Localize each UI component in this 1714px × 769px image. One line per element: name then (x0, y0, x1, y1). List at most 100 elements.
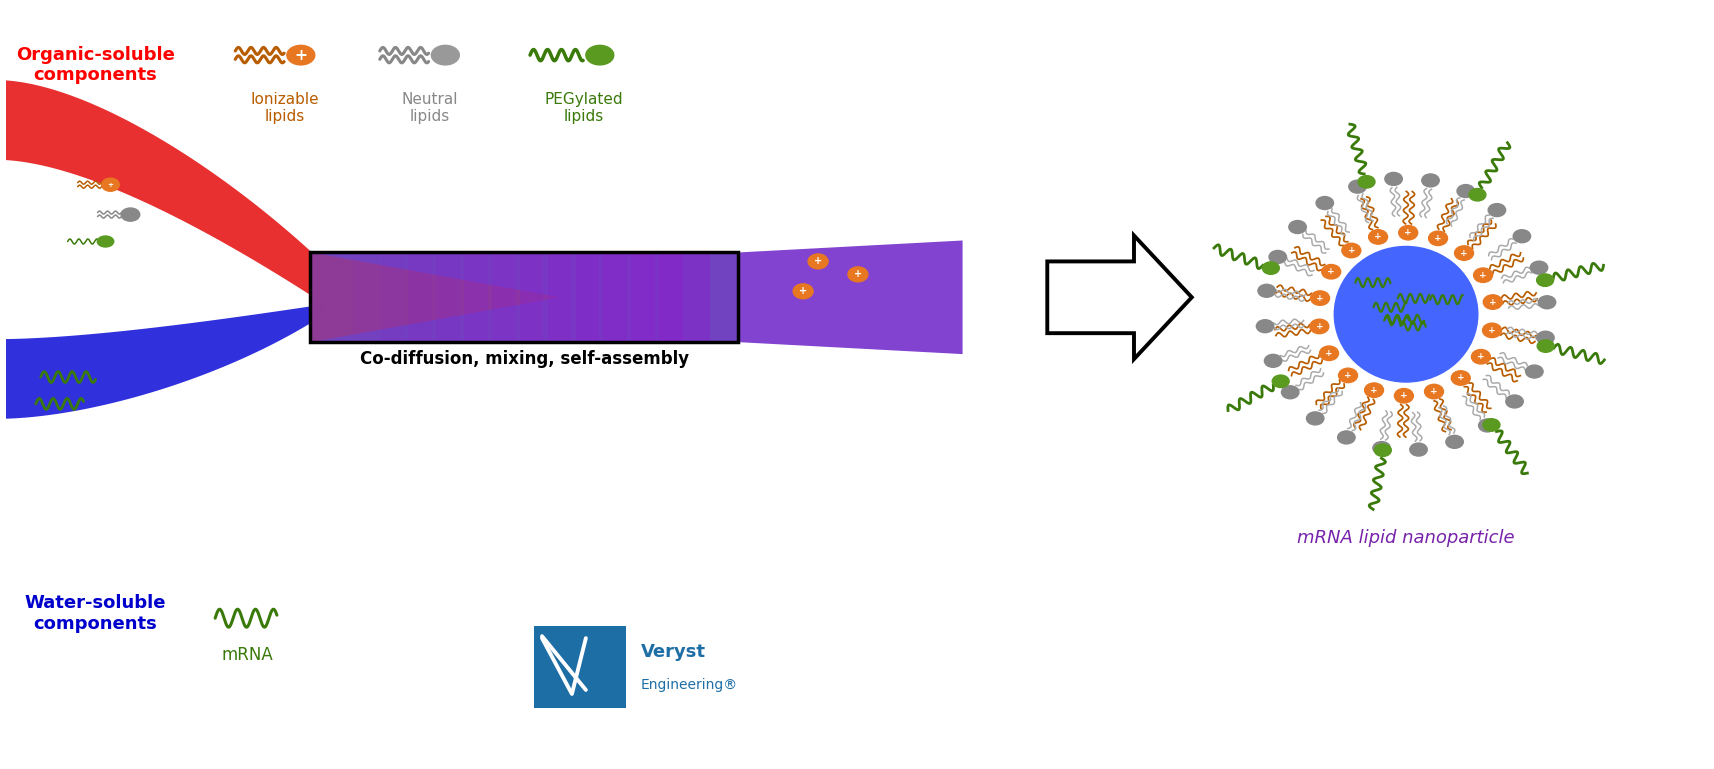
Text: +: + (1404, 228, 1412, 237)
Ellipse shape (1349, 180, 1366, 193)
Ellipse shape (1537, 340, 1555, 352)
Text: mRNA: mRNA (221, 646, 273, 664)
Text: +: + (799, 286, 807, 296)
Ellipse shape (1309, 319, 1328, 334)
Text: +: + (1460, 248, 1467, 258)
Ellipse shape (1483, 418, 1500, 431)
Ellipse shape (1447, 435, 1464, 448)
Ellipse shape (1507, 395, 1524, 408)
Ellipse shape (1428, 231, 1448, 245)
Bar (464, 252, 516, 342)
Ellipse shape (1256, 320, 1274, 333)
Ellipse shape (807, 254, 828, 269)
Ellipse shape (1364, 383, 1383, 398)
Ellipse shape (1385, 172, 1402, 185)
Ellipse shape (1455, 246, 1474, 260)
Text: +: + (1344, 371, 1352, 380)
Ellipse shape (1337, 431, 1356, 444)
Ellipse shape (1265, 355, 1282, 368)
Ellipse shape (586, 45, 614, 65)
Bar (437, 252, 488, 342)
Text: +: + (1369, 386, 1378, 394)
Ellipse shape (794, 284, 812, 299)
Bar (519, 252, 571, 342)
Bar (492, 252, 543, 342)
Ellipse shape (1483, 295, 1501, 309)
Text: +: + (1347, 246, 1356, 255)
Text: +: + (1457, 374, 1464, 382)
Bar (381, 252, 432, 342)
Bar (603, 252, 655, 342)
Ellipse shape (1282, 386, 1299, 399)
Ellipse shape (1306, 412, 1323, 424)
Ellipse shape (1339, 368, 1357, 383)
Polygon shape (0, 305, 324, 419)
Ellipse shape (1316, 197, 1333, 209)
Polygon shape (310, 252, 559, 342)
Ellipse shape (1537, 274, 1553, 286)
Text: mRNA lipid nanoparticle: mRNA lipid nanoparticle (1297, 530, 1515, 548)
Ellipse shape (1373, 441, 1390, 454)
Ellipse shape (1333, 247, 1477, 382)
Bar (408, 252, 459, 342)
Bar (310, 252, 739, 342)
Text: Engineering®: Engineering® (641, 678, 737, 692)
Bar (631, 252, 682, 342)
Ellipse shape (1321, 265, 1340, 279)
Bar (576, 252, 627, 342)
Text: Co-diffusion, mixing, self-assembly: Co-diffusion, mixing, self-assembly (360, 350, 689, 368)
Text: Organic-soluble
components: Organic-soluble components (15, 45, 175, 85)
Text: Water-soluble
components: Water-soluble components (24, 594, 166, 633)
Text: +: + (1316, 322, 1323, 331)
Text: +: + (295, 48, 307, 62)
Ellipse shape (1525, 365, 1543, 378)
Ellipse shape (1342, 243, 1361, 258)
Ellipse shape (1423, 174, 1440, 187)
Ellipse shape (1272, 375, 1289, 388)
Text: +: + (1375, 232, 1381, 241)
Text: +: + (1489, 298, 1496, 307)
Text: +: + (108, 181, 113, 188)
Ellipse shape (1268, 251, 1287, 264)
Ellipse shape (1399, 225, 1417, 240)
Ellipse shape (1395, 388, 1414, 403)
Polygon shape (1047, 235, 1191, 359)
Ellipse shape (1537, 296, 1556, 308)
Bar (310, 252, 739, 342)
Bar (535, 626, 626, 708)
Ellipse shape (1471, 350, 1491, 364)
Polygon shape (0, 80, 324, 305)
Ellipse shape (1311, 291, 1330, 305)
Text: +: + (1325, 349, 1333, 358)
Ellipse shape (1368, 230, 1388, 245)
Ellipse shape (1411, 443, 1428, 456)
Text: +: + (854, 269, 862, 279)
Polygon shape (310, 252, 559, 342)
Text: +: + (1479, 271, 1486, 280)
Text: PEGylated
lipids: PEGylated lipids (545, 92, 624, 125)
Ellipse shape (122, 208, 141, 221)
Ellipse shape (1258, 285, 1275, 298)
Text: +: + (1429, 387, 1438, 396)
Ellipse shape (1320, 346, 1339, 361)
Ellipse shape (1375, 444, 1392, 457)
Ellipse shape (1469, 188, 1486, 201)
Ellipse shape (1263, 262, 1279, 275)
Text: +: + (1327, 268, 1335, 276)
Ellipse shape (848, 267, 867, 282)
Ellipse shape (1289, 221, 1306, 234)
Text: +: + (1400, 391, 1407, 401)
Ellipse shape (1479, 419, 1496, 432)
Ellipse shape (1483, 323, 1501, 338)
Text: +: + (1435, 234, 1441, 243)
Bar (548, 252, 600, 342)
Bar (353, 252, 405, 342)
Ellipse shape (1513, 230, 1531, 243)
Ellipse shape (101, 178, 120, 191)
Text: +: + (814, 256, 823, 266)
Text: Veryst: Veryst (641, 644, 706, 661)
Ellipse shape (1424, 384, 1443, 399)
Ellipse shape (432, 45, 459, 65)
Ellipse shape (286, 45, 315, 65)
Text: Neutral
lipids: Neutral lipids (401, 92, 458, 125)
